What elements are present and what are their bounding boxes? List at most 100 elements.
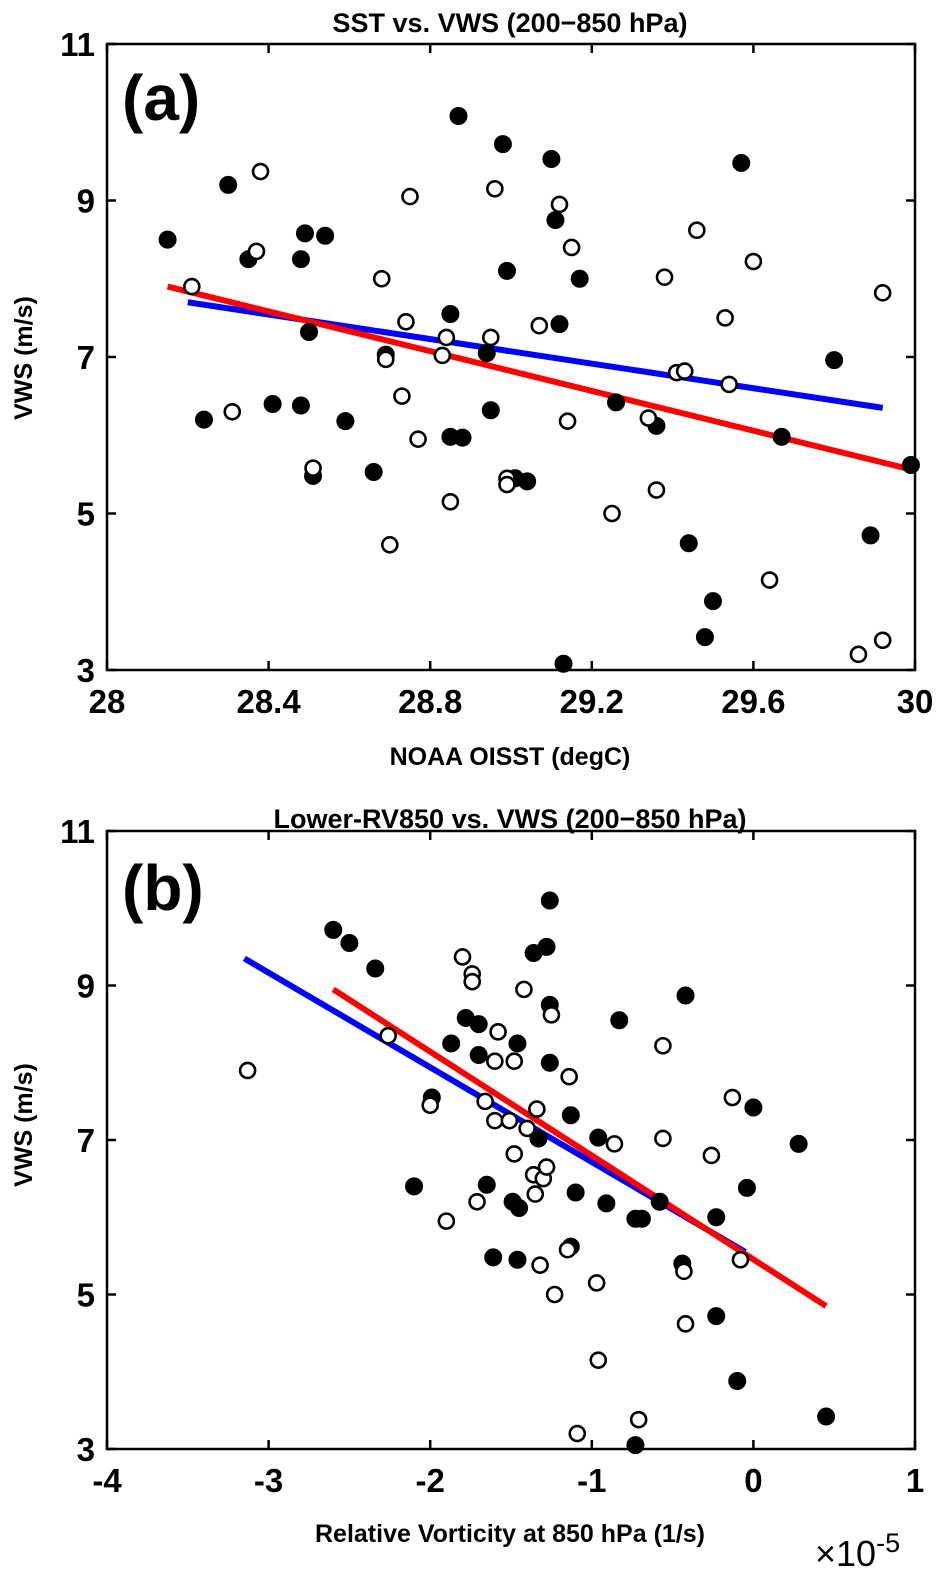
fit-line	[331, 986, 828, 1309]
open-point	[603, 504, 621, 523]
open-point	[587, 1274, 606, 1292]
open-point	[518, 1119, 536, 1138]
open-point	[481, 328, 500, 347]
filled-point	[695, 628, 714, 647]
open-point	[605, 1135, 624, 1153]
filled-point	[861, 526, 880, 545]
open-point	[873, 284, 892, 302]
open-point	[437, 1212, 456, 1230]
open-point	[744, 252, 763, 271]
open-point	[251, 162, 270, 181]
open-point	[849, 645, 868, 664]
filled-point	[546, 211, 565, 230]
open-point	[401, 187, 419, 206]
filled-point	[508, 1034, 527, 1053]
x-ticks: -4 -3 -2 -1 0 1	[92, 831, 924, 1499]
filled-point	[366, 959, 385, 978]
filled-point	[340, 934, 359, 953]
open-point	[476, 1092, 494, 1111]
open-point	[873, 631, 892, 650]
filled-point	[676, 986, 695, 1005]
x-tick-label: 28.4	[236, 683, 301, 720]
filled-point	[542, 150, 561, 169]
open-point	[589, 1351, 608, 1369]
filled-point	[789, 1134, 808, 1153]
y-tick-label: 5	[77, 496, 95, 533]
open-point	[486, 1052, 504, 1071]
open-point	[550, 195, 569, 214]
open-point	[654, 1129, 672, 1148]
open-point	[393, 387, 411, 405]
filled-point	[497, 261, 516, 280]
panel-b: Lower-RV850 vs. VWS (200−850 hPa) VWS (m…	[10, 804, 924, 1573]
filled-point	[540, 1053, 559, 1072]
x-tick-label: 1	[906, 1462, 924, 1499]
filled-point	[728, 1372, 747, 1391]
plot-frame	[105, 42, 917, 672]
filled-point	[650, 1192, 669, 1211]
filled-point	[469, 1046, 488, 1065]
x-axis-label: NOAA OISST (degC)	[390, 743, 631, 771]
filled-point	[610, 1011, 629, 1030]
x-tick-label: -4	[92, 1462, 122, 1499]
open-point	[530, 316, 549, 335]
chart-title: Lower-RV850 vs. VWS (200−850 hPa)	[274, 804, 747, 834]
open-point	[528, 1100, 546, 1118]
open-point	[376, 350, 395, 369]
filled-point	[737, 1178, 756, 1197]
filled-point	[550, 315, 569, 334]
data-points	[238, 891, 836, 1455]
y-ticks: 3 5 7 9 11	[60, 26, 915, 689]
open-point	[468, 1193, 486, 1211]
filled-point	[484, 1248, 503, 1267]
open-point	[421, 1096, 440, 1115]
filled-point	[632, 1209, 651, 1228]
panel-label: (b)	[122, 852, 204, 924]
open-point	[526, 1185, 545, 1203]
x-tick-label: -3	[254, 1462, 283, 1499]
filled-point	[901, 455, 920, 474]
panel-a: SST vs. VWS (200−850 hPa) VWS (m/s) NOAA…	[10, 8, 933, 771]
filled-point	[537, 937, 556, 956]
x-tick-label: -1	[577, 1462, 606, 1499]
y-tick-label: 7	[77, 339, 95, 376]
open-point	[675, 362, 694, 380]
open-point	[542, 1006, 561, 1024]
filled-point	[707, 1307, 726, 1326]
y-ticks: 3 5 7 9 11	[60, 813, 915, 1468]
plot-frame	[105, 829, 917, 1451]
x-tick-label: 28	[89, 683, 126, 720]
x-exponent-power: -5	[876, 1528, 900, 1558]
y-tick-label: 9	[77, 968, 95, 1005]
filled-point	[449, 106, 468, 125]
filled-point	[453, 428, 472, 447]
open-point	[486, 179, 504, 198]
filled-point	[441, 304, 460, 323]
filled-point	[732, 153, 751, 172]
filled-point	[493, 135, 512, 154]
open-point	[505, 1052, 524, 1071]
open-point	[498, 475, 516, 494]
open-point	[688, 221, 706, 240]
x-tick-label: 28.8	[398, 683, 462, 720]
open-point	[238, 1061, 257, 1080]
data-points	[158, 106, 920, 673]
open-point	[437, 328, 456, 347]
y-tick-label: 11	[60, 26, 95, 63]
filled-point	[510, 1198, 529, 1217]
x-tick-label: 29.2	[560, 683, 624, 720]
filled-point	[607, 393, 626, 412]
x-tick-label: -2	[416, 1462, 445, 1499]
y-tick-label: 11	[60, 813, 95, 850]
open-point	[675, 1262, 693, 1281]
open-point	[486, 1111, 504, 1130]
filled-point	[405, 1177, 424, 1196]
open-point	[545, 1285, 564, 1304]
filled-point	[477, 1175, 496, 1194]
open-point	[397, 312, 415, 331]
x-tick-label: 29.6	[721, 683, 785, 720]
open-point	[731, 1250, 750, 1269]
filled-point	[481, 401, 500, 420]
open-point	[380, 535, 399, 554]
filled-point	[707, 1208, 726, 1227]
